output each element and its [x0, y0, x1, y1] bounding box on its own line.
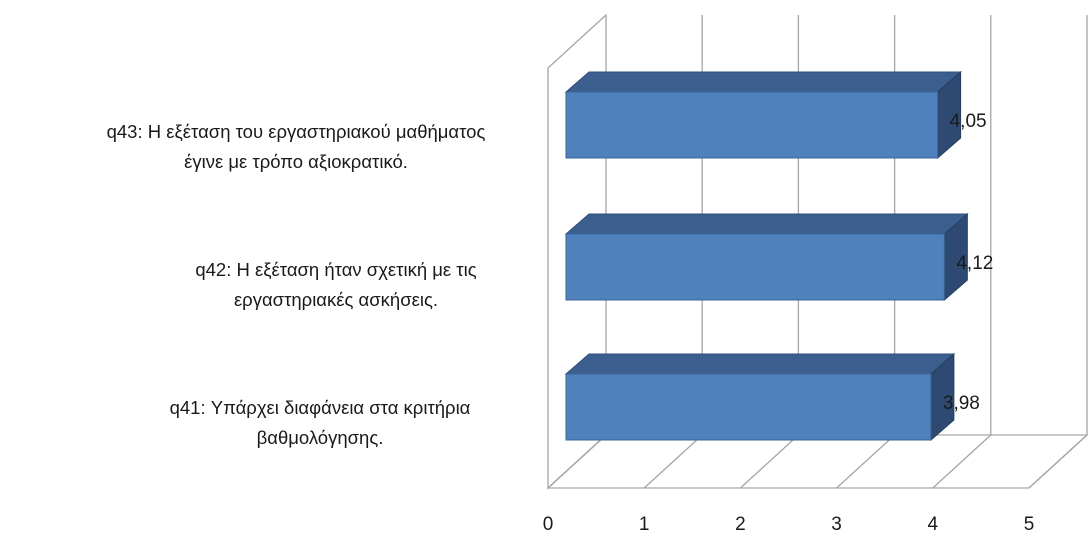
category-label: q43: Η εξέταση του εργαστηριακού μαθήματ…: [107, 121, 486, 172]
floor: [546, 434, 1088, 489]
category-label-line: q43: Η εξέταση του εργαστηριακού μαθήματ…: [107, 121, 486, 142]
category-label: q41: Υπάρχει διαφάνεια στα κριτήρια βαθμο…: [170, 397, 471, 448]
data-label: 4,12: [956, 253, 993, 274]
bars: [564, 70, 969, 442]
gridline-floor: [836, 434, 896, 489]
gridline-floor: [547, 434, 607, 489]
x-tick-label: 3: [831, 514, 842, 535]
x-tick-label: 2: [735, 514, 746, 535]
bar: [564, 212, 969, 302]
x-tick-label: 5: [1024, 514, 1035, 535]
gridline-floor: [1028, 434, 1088, 489]
bar-top-face: [564, 213, 969, 235]
bar-front-face: [565, 91, 939, 159]
bar: [564, 352, 956, 442]
data-label: 4,05: [950, 111, 987, 132]
bar-front-face: [565, 373, 932, 441]
x-tick-label: 1: [639, 514, 650, 535]
x-tick-label: 0: [543, 514, 554, 535]
bar: [564, 70, 962, 160]
category-label-line: βαθμολόγησης.: [257, 427, 384, 448]
bar-top-face: [564, 353, 956, 375]
bar-top-face: [564, 71, 962, 93]
category-label-line: q41: Υπάρχει διαφάνεια στα κριτήρια: [170, 397, 471, 418]
data-labels: 4,05 4,12 3,98: [943, 111, 993, 414]
category-label-line: q42: Η εξέταση ήταν σχετική με τις: [195, 259, 476, 280]
bar-front-face: [565, 233, 945, 301]
x-axis-tick-labels: 0 1 2 3 4 5: [543, 514, 1035, 535]
gridline-floor: [739, 434, 799, 489]
category-label-line: έγινε με τρόπο αξιοκρατικό.: [184, 151, 408, 172]
x-tick-label: 4: [928, 514, 939, 535]
gridline-floor: [932, 434, 992, 489]
data-label: 3,98: [943, 393, 980, 414]
category-label: q42: Η εξέταση ήταν σχετική με τις εργαστ…: [195, 259, 476, 310]
gridline-floor: [643, 434, 703, 489]
category-label-line: εργαστηριακές ασκήσεις.: [234, 289, 438, 310]
category-labels: q43: Η εξέταση του εργαστηριακού μαθήματ…: [107, 121, 486, 448]
